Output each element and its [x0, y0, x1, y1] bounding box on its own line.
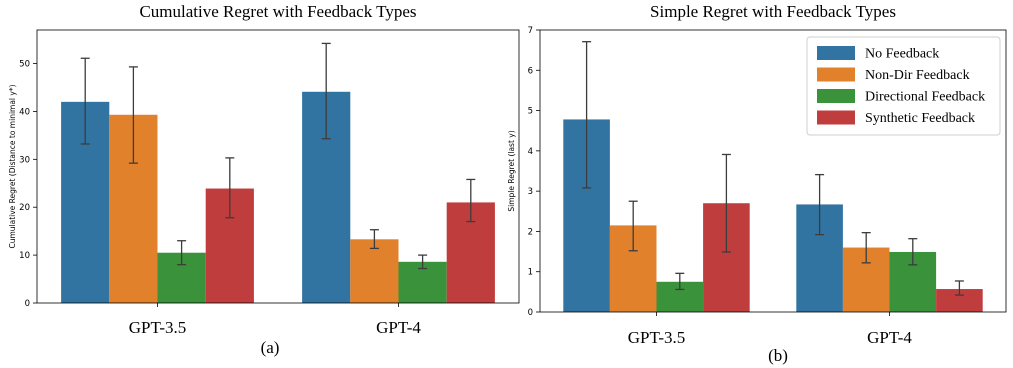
legend-box [806, 36, 1001, 136]
error-bar [369, 229, 379, 250]
chart-panel-cumulative: Cumulative Regret with Feedback Types 0 10… [8, 2, 520, 357]
y-tick-label: 50 [19, 60, 30, 70]
legend-swatch [817, 46, 855, 60]
y-tick-label: 30 [19, 155, 30, 165]
bar-synthetic-feedback-gpt-4 [936, 289, 983, 312]
legend-swatch [817, 89, 855, 103]
y-tick-label: 10 [19, 251, 30, 261]
legend-label: Directional Feedback [865, 90, 985, 105]
x-tick-label: GPT-4 [376, 318, 421, 337]
error-bar [466, 178, 476, 223]
panel-caption: (a) [261, 338, 280, 357]
y-tick-label: 7 [528, 26, 533, 36]
error-bar [177, 240, 187, 266]
y-axis-label: Simple Regret (last y) [507, 130, 516, 211]
y-tick-label: 2 [528, 227, 533, 237]
error-bar [128, 66, 138, 164]
error-bar [582, 41, 592, 189]
y-tick-label: 4 [528, 147, 533, 157]
y-tick-label: 20 [19, 203, 30, 213]
legend-label: Non-Dir Feedback [865, 68, 970, 83]
error-bar [418, 254, 428, 270]
error-bar [321, 42, 331, 140]
error-bar [675, 272, 685, 291]
y-axis-label: Cumulative Regret (Distance to minimal y… [8, 84, 17, 248]
legend-label: Synthetic Feedback [865, 111, 975, 126]
legend-swatch [817, 110, 855, 125]
y-tick-label: 0 [25, 299, 30, 309]
legend: No Feedback Non-Dir Feedback Directional F… [806, 36, 1001, 136]
y-tick-label: 1 [528, 268, 533, 278]
error-bar [861, 231, 871, 264]
error-bar [954, 280, 964, 296]
y-tick-label: 6 [528, 66, 533, 76]
x-tick-label: GPT-3.5 [628, 328, 685, 347]
error-bar [815, 173, 825, 236]
x-tick-label: GPT-3.5 [129, 318, 186, 337]
legend-label: No Feedback [865, 47, 939, 62]
error-bar [80, 57, 90, 145]
legend-swatch [817, 67, 855, 82]
error-bar [225, 157, 235, 219]
x-tick-label: GPT-4 [867, 328, 912, 347]
chart-panel-simple: Simple Regret with Feedback Types 0 1 2 3 4 5 6… [507, 2, 1007, 365]
bar-non-dir-feedback-gpt-4 [350, 239, 399, 303]
y-tick-label: 0 [528, 308, 533, 318]
chart-title: Simple Regret with Feedback Types [650, 2, 896, 21]
error-bar [721, 153, 731, 253]
y-tick-label: 5 [528, 107, 533, 117]
chart-title: Cumulative Regret with Feedback Types [139, 2, 416, 21]
axes-frame [539, 29, 1007, 313]
panel-caption: (b) [768, 346, 788, 365]
error-bar [908, 238, 918, 266]
y-tick-label: 3 [528, 187, 533, 197]
error-bar [628, 200, 638, 252]
y-tick-label: 40 [19, 107, 30, 117]
axes-frame [36, 29, 520, 304]
